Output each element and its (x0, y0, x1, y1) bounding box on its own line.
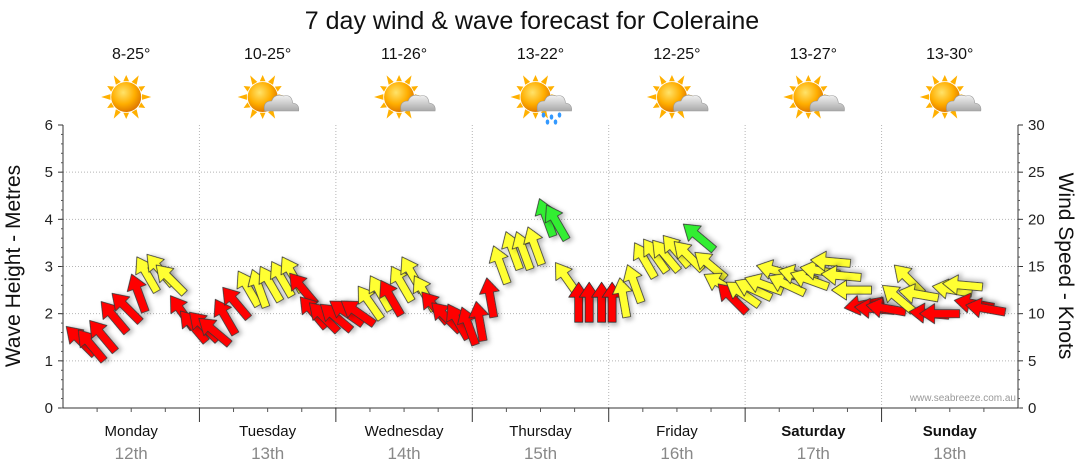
wind-arrow (389, 265, 416, 304)
day-name-label: Tuesday (239, 423, 296, 440)
temperature-range: 11-26° (381, 46, 427, 63)
wind-arrow (831, 279, 872, 301)
right-tick-label: 20 (1028, 211, 1045, 228)
left-tick-label: 4 (45, 211, 53, 228)
left-y-axis: 0 1 2 3 4 5 6 (45, 117, 64, 417)
day-name-label: Sunday (923, 423, 978, 440)
credit-text: www.seabreeze.com.au (909, 393, 1016, 404)
wind-arrow (111, 292, 144, 325)
right-tick-label: 10 (1028, 306, 1045, 323)
wind-arrow (468, 301, 490, 342)
day-date-label: 14th (388, 444, 421, 463)
temperature-range: 13-30° (926, 46, 973, 63)
wind-arrow (820, 264, 862, 286)
right-y-axis: 0 5 10 15 20 25 30 (1017, 117, 1045, 417)
wind-arrow (198, 317, 233, 348)
chart-title: 7 day wind & wave forecast for Coleraine (305, 7, 759, 35)
right-tick-label: 15 (1028, 259, 1045, 276)
temperature-range: 12-25° (653, 46, 700, 63)
wind-arrow (965, 297, 1007, 318)
day-name-label: Friday (656, 423, 698, 440)
day-date-label: 16th (660, 444, 693, 463)
right-tick-label: 25 (1028, 164, 1045, 181)
wind-arrow (682, 223, 717, 254)
wind-arrows (65, 198, 1007, 364)
temperature-range: 8-25° (112, 46, 150, 63)
day-date-label: 18th (933, 444, 966, 463)
weather-row: 8-25° 10-25° 11-26° 13-22° 12-25° 13-27° 13-30… (101, 46, 982, 125)
wind-arrow (523, 226, 546, 267)
right-tick-label: 5 (1028, 353, 1036, 370)
y-axis-label-left: Wave Height - Metres (2, 165, 25, 367)
left-tick-label: 2 (45, 306, 53, 323)
day-date-label: 15th (524, 444, 557, 463)
right-tick-label: 30 (1028, 117, 1045, 134)
wind-arrow (865, 297, 907, 318)
wind-arrow (612, 277, 633, 319)
day-name-label: Saturday (781, 423, 846, 440)
partly-cloudy-icon (783, 75, 845, 119)
partly-cloudy-icon (919, 75, 982, 119)
wind-arrow (544, 204, 571, 242)
sun-icon (101, 75, 152, 119)
left-tick-label: 6 (45, 117, 53, 134)
day-date-label: 13th (251, 444, 284, 463)
showers-icon (510, 75, 572, 125)
day-name-label: Wednesday (365, 423, 444, 440)
day-name-label: Monday (105, 423, 159, 440)
wind-arrow (673, 241, 706, 274)
wind-arrow (488, 245, 512, 286)
wind-arrow (89, 320, 119, 355)
temperature-range: 13-27° (790, 46, 837, 63)
y-axis-label-right: Wind Speed - Knots (1054, 173, 1077, 360)
wind-arrow (155, 264, 188, 297)
x-axis: Monday 12th Tuesday 13th Wednesday 14th Thursd… (63, 407, 1018, 463)
wind-arrow (622, 264, 646, 305)
partly-cloudy-icon (646, 75, 709, 119)
day-date-label: 17th (797, 444, 830, 463)
left-tick-label: 3 (45, 259, 53, 276)
left-tick-label: 1 (45, 353, 53, 370)
right-tick-label: 0 (1028, 400, 1036, 417)
wind-arrow (222, 286, 252, 321)
partly-cloudy-icon (374, 75, 436, 119)
left-tick-label: 5 (45, 164, 53, 181)
wind-arrow (357, 285, 385, 322)
wind-arrow (942, 274, 984, 296)
temperature-range: 10-25° (244, 46, 291, 63)
day-name-label: Thursday (509, 423, 572, 440)
wind-arrow (126, 273, 150, 314)
temperature-range: 13-22° (517, 46, 564, 63)
day-date-label: 12th (115, 444, 148, 463)
wind-arrow (213, 298, 240, 337)
wind-arrow (479, 277, 500, 319)
left-tick-label: 0 (45, 400, 53, 417)
wind-arrow (898, 283, 940, 304)
wind-arrow (919, 303, 960, 325)
wind-arrow (744, 273, 785, 296)
chart-grid (63, 125, 1018, 408)
partly-cloudy-icon (237, 75, 300, 119)
wind-arrow (810, 250, 852, 272)
wind-arrow (379, 280, 405, 318)
